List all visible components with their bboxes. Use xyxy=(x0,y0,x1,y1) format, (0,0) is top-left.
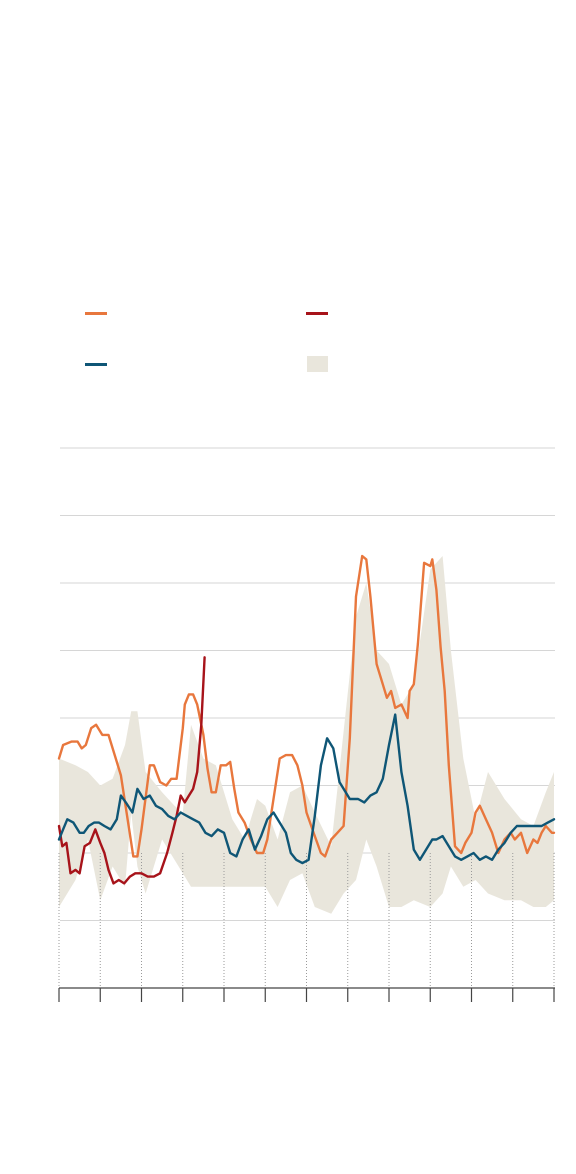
legend-swatch-blue xyxy=(85,363,107,366)
legend-swatch-orange xyxy=(85,312,107,315)
series-line-red xyxy=(57,656,206,885)
legend-swatch-red xyxy=(306,312,328,315)
series-line-orange xyxy=(57,554,556,858)
series-line-blue xyxy=(57,713,556,865)
legend-swatch-band xyxy=(307,356,328,372)
range-band xyxy=(59,556,554,914)
